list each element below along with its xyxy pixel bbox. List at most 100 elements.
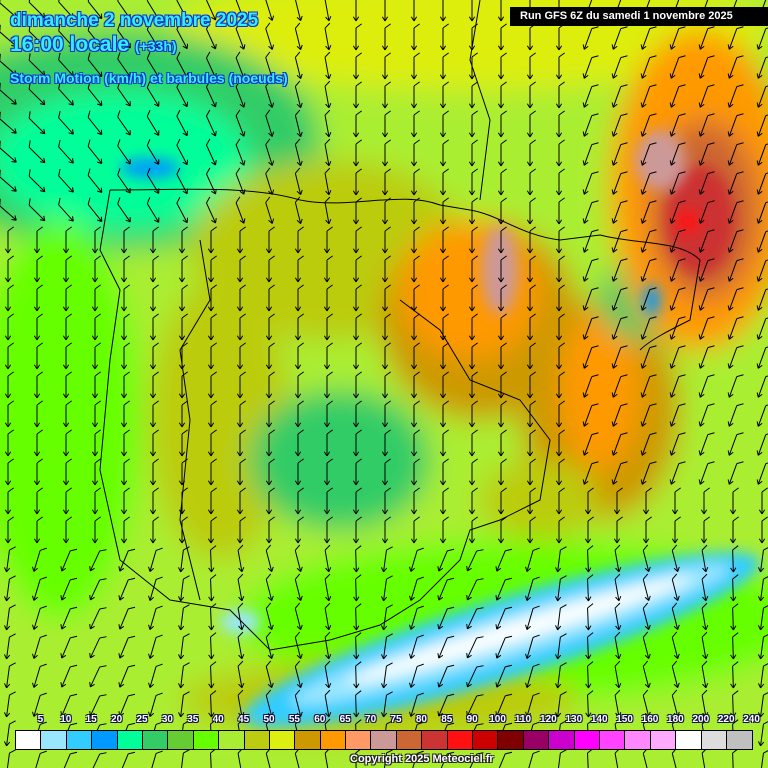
legend-swatch: [701, 731, 727, 749]
wind-barb: [439, 226, 449, 254]
wind-barb: [265, 660, 274, 689]
wind-barb: [0, 140, 17, 163]
wind-barb: [294, 226, 304, 254]
wind-barb: [730, 690, 739, 718]
legend-swatch: [16, 731, 42, 749]
wind-barb: [497, 429, 507, 457]
wind-barb: [756, 143, 768, 166]
wind-barb: [701, 747, 708, 768]
wind-barb: [669, 142, 686, 166]
wind-barb: [87, 197, 103, 223]
wind-barb: [381, 23, 391, 51]
wind-barb: [178, 255, 188, 283]
wind-barb: [410, 400, 420, 428]
wind-barb: [381, 284, 391, 312]
wind-barb: [205, 51, 217, 79]
wind-barb: [352, 458, 362, 486]
wind-barb: [669, 113, 686, 137]
wind-barb: [409, 547, 424, 572]
legend-label: 70: [365, 714, 377, 725]
wind-barb: [149, 226, 159, 254]
wind-barb: [3, 604, 16, 631]
wind-barb: [176, 138, 189, 166]
wind-barb: [120, 458, 130, 486]
wind-barb: [208, 574, 217, 602]
wind-barb: [640, 229, 657, 253]
wind-barb: [0, 82, 17, 105]
wind-barb: [324, 22, 332, 51]
wind-barb: [146, 167, 160, 194]
wind-barb: [468, 516, 478, 544]
wind-barb: [613, 516, 623, 544]
wind-barb: [671, 544, 680, 573]
wind-barb: [582, 200, 599, 224]
wind-barb: [58, 139, 74, 164]
wind-barb: [439, 23, 449, 51]
legend-swatch: [371, 731, 397, 749]
wind-barb: [526, 284, 536, 312]
wind-barb: [497, 226, 507, 254]
wind-barb: [235, 109, 246, 137]
high-speed-layer: [120, 130, 760, 728]
wind-barb: [468, 226, 478, 254]
wind-barb: [468, 429, 478, 457]
wind-barb: [118, 693, 136, 717]
wind-barb: [324, 602, 332, 631]
wind-barb: [410, 458, 420, 486]
legend-label: 5: [37, 714, 44, 725]
legend-swatch: [117, 731, 143, 749]
wind-barb: [555, 168, 565, 196]
wind-barb: [437, 693, 455, 717]
wind-barb: [642, 487, 652, 515]
wind-barb: [381, 197, 391, 225]
wind-barb: [87, 52, 103, 78]
legend-swatch: [219, 731, 245, 749]
wind-barb: [324, 138, 332, 167]
wind-barb: [669, 432, 686, 456]
wind-barb: [148, 605, 163, 630]
legend-label: 240: [743, 714, 760, 725]
wind-barb: [118, 548, 136, 572]
wind-barb: [324, 0, 332, 22]
wind-barb: [410, 429, 420, 457]
wind-barb: [207, 458, 217, 486]
wind-barb: [555, 458, 565, 486]
legend-swatch: [269, 731, 296, 749]
wind-barb: [208, 690, 217, 718]
wind-barb: [669, 287, 686, 311]
wind-barb: [526, 81, 536, 109]
wind-barb: [117, 23, 131, 49]
wind-barb: [497, 313, 507, 341]
wind-barb: [0, 111, 17, 134]
wind-barb: [497, 255, 507, 283]
wind-barb: [353, 661, 362, 689]
wind-barb: [32, 605, 47, 630]
legend-label: 25: [136, 714, 148, 725]
wind-barb: [33, 371, 43, 399]
wind-barb: [555, 52, 565, 80]
wind-barb: [587, 748, 594, 768]
wind-barb: [526, 371, 536, 399]
wind-barb: [323, 371, 333, 399]
wind-barb: [89, 578, 107, 601]
wind-barb: [380, 546, 393, 573]
wind-barb: [33, 226, 43, 254]
wind-barb: [439, 313, 449, 341]
wind-barb: [671, 602, 680, 631]
wind-barb: [756, 346, 768, 369]
wind-barb: [611, 113, 628, 137]
wind-barb: [176, 196, 189, 224]
wind-barb: [236, 458, 246, 486]
wind-barb: [582, 229, 599, 253]
wind-barb: [352, 342, 362, 370]
wind-barb: [87, 139, 103, 165]
wind-barb: [526, 168, 536, 196]
legend-swatch: [92, 731, 118, 749]
legend-label: 220: [717, 714, 735, 725]
wind-barb: [758, 487, 768, 515]
wind-barb: [671, 631, 680, 660]
wind-barb: [28, 53, 46, 77]
wind-barb: [265, 196, 275, 224]
wind-barb: [381, 226, 391, 254]
wind-barb: [323, 284, 333, 312]
